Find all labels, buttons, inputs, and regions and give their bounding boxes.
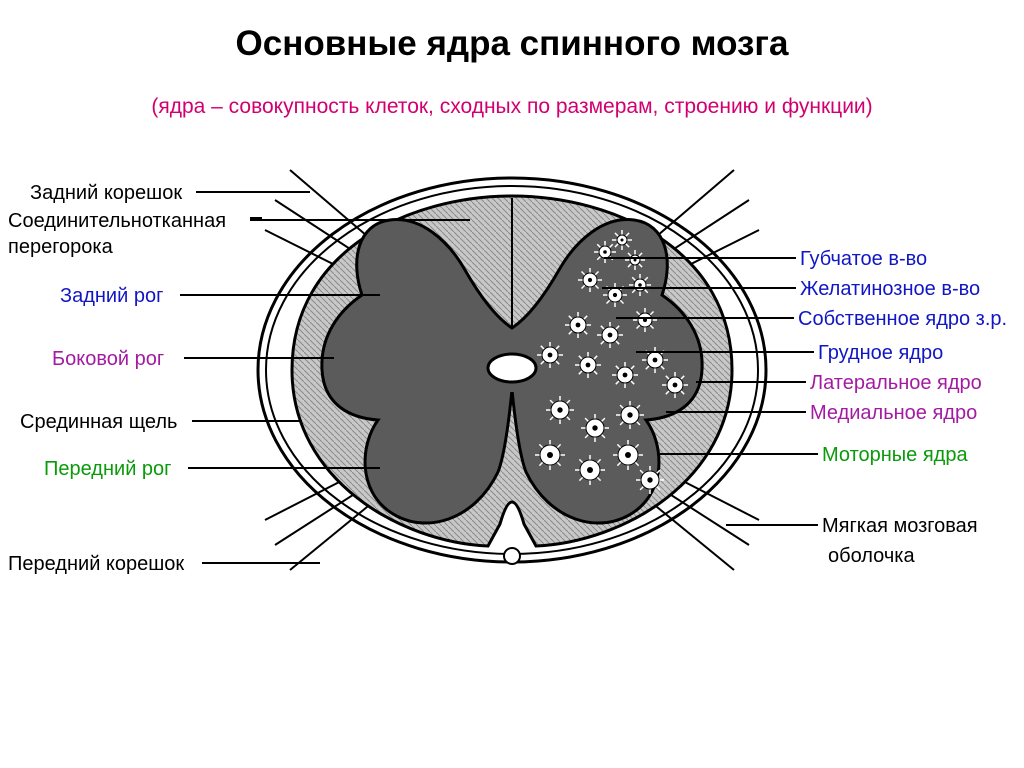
label-gelatinous: Желатинозное в-во	[800, 278, 980, 301]
page-title: Основные ядра спинного мозга	[0, 24, 1024, 64]
label-medial_nucl: Медиальное ядро	[810, 402, 977, 425]
label-spongy: Губчатое в-во	[800, 248, 927, 271]
label-lateral_nucl: Латеральное ядро	[810, 372, 982, 395]
label-ventral_root: Передний корешок	[8, 553, 184, 576]
label-ventral_horn: Передний рог	[44, 458, 171, 481]
label-septum_1: Соединительнотканная	[8, 210, 226, 233]
label-thoracic: Грудное ядро	[818, 342, 943, 365]
label-motor_nucl: Моторные ядра	[822, 444, 968, 467]
label-median_fissure: Срединная щель	[20, 411, 177, 434]
label-lateral_horn: Боковой рог	[52, 348, 164, 371]
label-pia_2: оболочка	[828, 545, 915, 568]
page-subtitle: (ядра – совокупность клеток, сходных по …	[0, 95, 1024, 119]
spinal-cord-diagram	[250, 160, 774, 580]
label-septum_2: перегорока	[8, 236, 113, 259]
label-dorsal_horn: Задний рог	[60, 285, 163, 308]
label-own_nucleus: Собственное ядро з.р.	[798, 308, 1007, 331]
label-pia_1: Мягкая мозговая	[822, 515, 978, 538]
label-dorsal_root: Задний корешок	[30, 182, 182, 205]
